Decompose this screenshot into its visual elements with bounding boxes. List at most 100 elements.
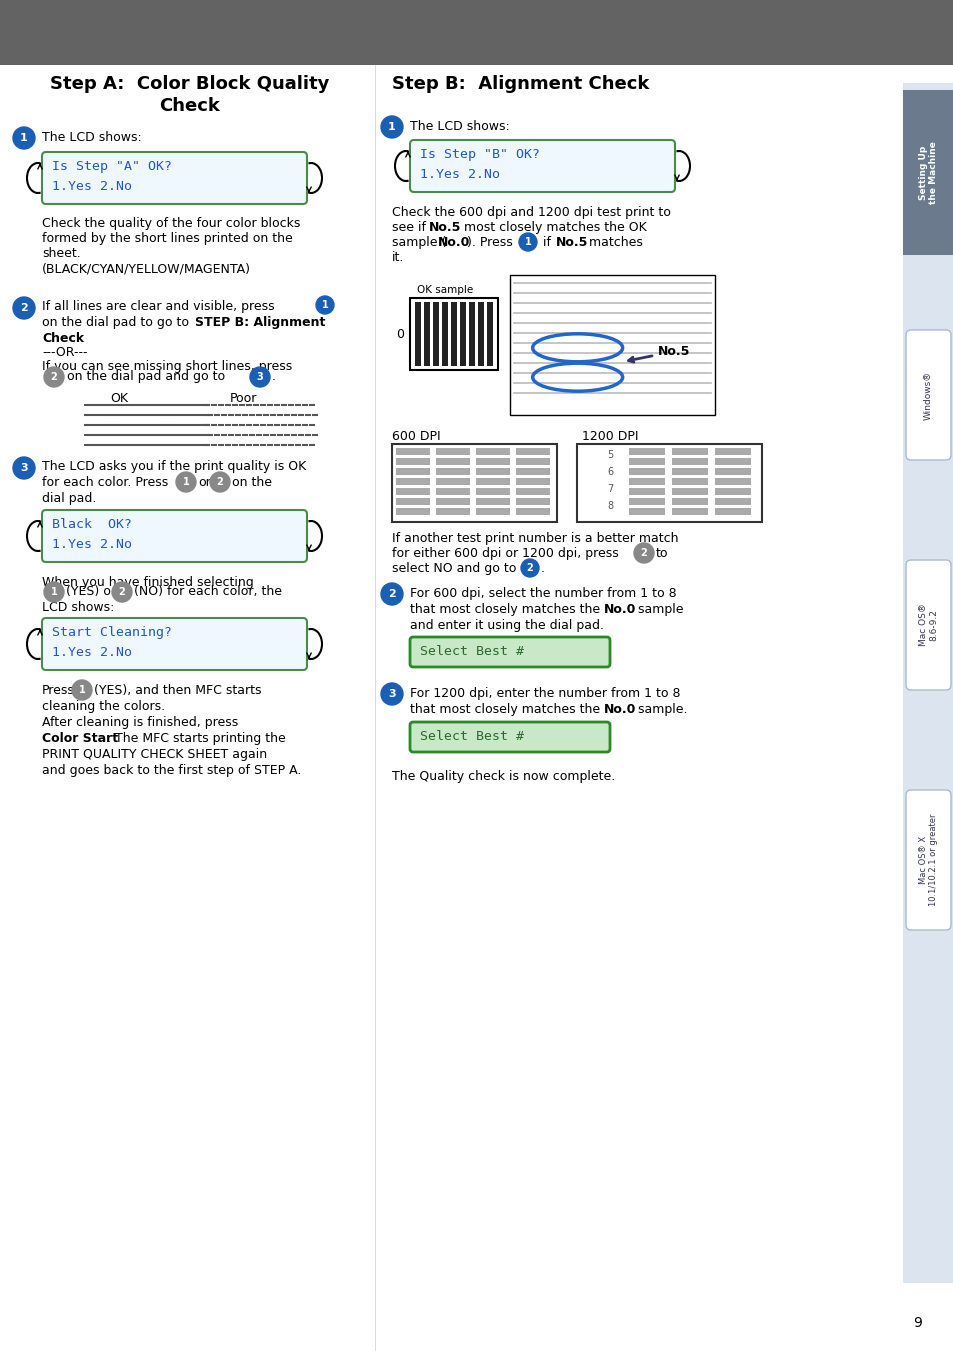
Circle shape — [71, 680, 91, 700]
Bar — [628, 449, 664, 455]
Text: 1.Yes 2.No: 1.Yes 2.No — [52, 180, 132, 193]
Text: STEP B: Alignment: STEP B: Alignment — [194, 316, 325, 330]
Text: Check: Check — [159, 97, 220, 115]
Bar — [516, 467, 550, 476]
Bar — [628, 467, 664, 476]
Text: 1: 1 — [20, 132, 28, 143]
Bar — [714, 467, 750, 476]
Text: OK sample: OK sample — [416, 285, 473, 295]
Bar — [436, 467, 470, 476]
Circle shape — [44, 582, 64, 603]
Text: it.: it. — [392, 251, 404, 263]
Circle shape — [380, 116, 402, 138]
Bar — [671, 467, 707, 476]
Text: that most closely matches the: that most closely matches the — [410, 603, 603, 616]
Text: if: if — [538, 236, 555, 249]
Text: Is Step "B" OK?: Is Step "B" OK? — [419, 149, 539, 161]
Bar — [415, 303, 420, 366]
Text: OK: OK — [110, 392, 128, 405]
Bar — [476, 488, 510, 494]
FancyBboxPatch shape — [42, 153, 307, 204]
Text: (NO) for each color, the: (NO) for each color, the — [133, 585, 282, 598]
Circle shape — [315, 296, 334, 313]
FancyBboxPatch shape — [42, 617, 307, 670]
Bar — [436, 478, 470, 485]
Bar — [423, 303, 430, 366]
Circle shape — [634, 543, 654, 563]
Text: After cleaning is finished, press: After cleaning is finished, press — [42, 716, 238, 730]
Text: Start Cleaning?: Start Cleaning? — [52, 626, 172, 639]
Text: 0: 0 — [395, 327, 403, 340]
Circle shape — [250, 367, 270, 386]
Text: Select Best #: Select Best # — [419, 644, 523, 658]
Text: Check the quality of the four color blocks
formed by the short lines printed on : Check the quality of the four color bloc… — [42, 218, 300, 276]
Text: 2: 2 — [118, 586, 125, 597]
Bar — [516, 508, 550, 515]
Circle shape — [13, 457, 35, 480]
Bar — [436, 508, 470, 515]
Circle shape — [13, 297, 35, 319]
Bar — [516, 449, 550, 455]
Text: 1.Yes 2.No: 1.Yes 2.No — [419, 168, 499, 181]
Circle shape — [520, 559, 538, 577]
Text: 2: 2 — [20, 303, 28, 313]
Text: and goes back to the first step of STEP A.: and goes back to the first step of STEP … — [42, 765, 301, 777]
Bar — [516, 499, 550, 505]
Bar — [714, 458, 750, 465]
Bar — [395, 508, 430, 515]
Text: 2: 2 — [216, 477, 223, 486]
Text: No.0: No.0 — [603, 603, 636, 616]
Text: sample.: sample. — [634, 703, 687, 716]
Text: 1: 1 — [78, 685, 85, 694]
Text: 1: 1 — [51, 586, 57, 597]
Bar — [0, 0, 953, 65]
Text: 3: 3 — [256, 372, 263, 382]
FancyBboxPatch shape — [42, 509, 307, 562]
Text: for either 600 dpi or 1200 dpi, press: for either 600 dpi or 1200 dpi, press — [392, 547, 618, 561]
Bar — [628, 488, 664, 494]
Text: 1.Yes 2.No: 1.Yes 2.No — [52, 646, 132, 659]
Text: For 600 dpi, select the number from 1 to 8: For 600 dpi, select the number from 1 to… — [410, 586, 676, 600]
Bar — [516, 478, 550, 485]
Bar — [714, 449, 750, 455]
Bar — [628, 508, 664, 515]
Bar — [671, 508, 707, 515]
Text: The LCD shows:: The LCD shows: — [42, 131, 142, 145]
Text: No.0: No.0 — [603, 703, 636, 716]
Bar — [395, 478, 430, 485]
Text: Is Step "A" OK?: Is Step "A" OK? — [52, 159, 172, 173]
Text: 1: 1 — [388, 122, 395, 132]
Text: 9: 9 — [913, 1316, 922, 1329]
Text: No.5: No.5 — [429, 222, 461, 234]
Text: PRINT QUALITY CHECK SHEET again: PRINT QUALITY CHECK SHEET again — [42, 748, 267, 761]
FancyBboxPatch shape — [905, 330, 950, 459]
Bar — [476, 508, 510, 515]
Bar — [714, 499, 750, 505]
Bar — [395, 499, 430, 505]
Bar — [476, 449, 510, 455]
Text: to: to — [656, 547, 668, 561]
FancyBboxPatch shape — [905, 561, 950, 690]
Bar — [510, 276, 714, 415]
Bar — [451, 303, 456, 366]
Bar — [441, 303, 448, 366]
Circle shape — [13, 127, 35, 149]
Bar — [516, 488, 550, 494]
Bar — [476, 467, 510, 476]
Circle shape — [112, 582, 132, 603]
Text: Check: Check — [42, 332, 84, 345]
Bar — [486, 303, 493, 366]
Text: Check the 600 dpi and 1200 dpi test print to: Check the 600 dpi and 1200 dpi test prin… — [392, 205, 670, 219]
Circle shape — [380, 684, 402, 705]
Bar — [671, 488, 707, 494]
Bar — [395, 458, 430, 465]
Bar — [476, 499, 510, 505]
Text: most closely matches the OK: most closely matches the OK — [459, 222, 646, 234]
Bar — [392, 444, 557, 521]
Text: Mac OS® X
10.1/10.2.1 or greater: Mac OS® X 10.1/10.2.1 or greater — [918, 813, 937, 907]
Text: on the dial pad and go to: on the dial pad and go to — [67, 370, 225, 382]
Text: Black  OK?: Black OK? — [52, 517, 132, 531]
Text: The LCD asks you if the print quality is OK: The LCD asks you if the print quality is… — [42, 459, 306, 473]
Text: If all lines are clear and visible, press: If all lines are clear and visible, pres… — [42, 300, 274, 313]
Text: Step A:  Color Block Quality: Step A: Color Block Quality — [51, 76, 330, 93]
